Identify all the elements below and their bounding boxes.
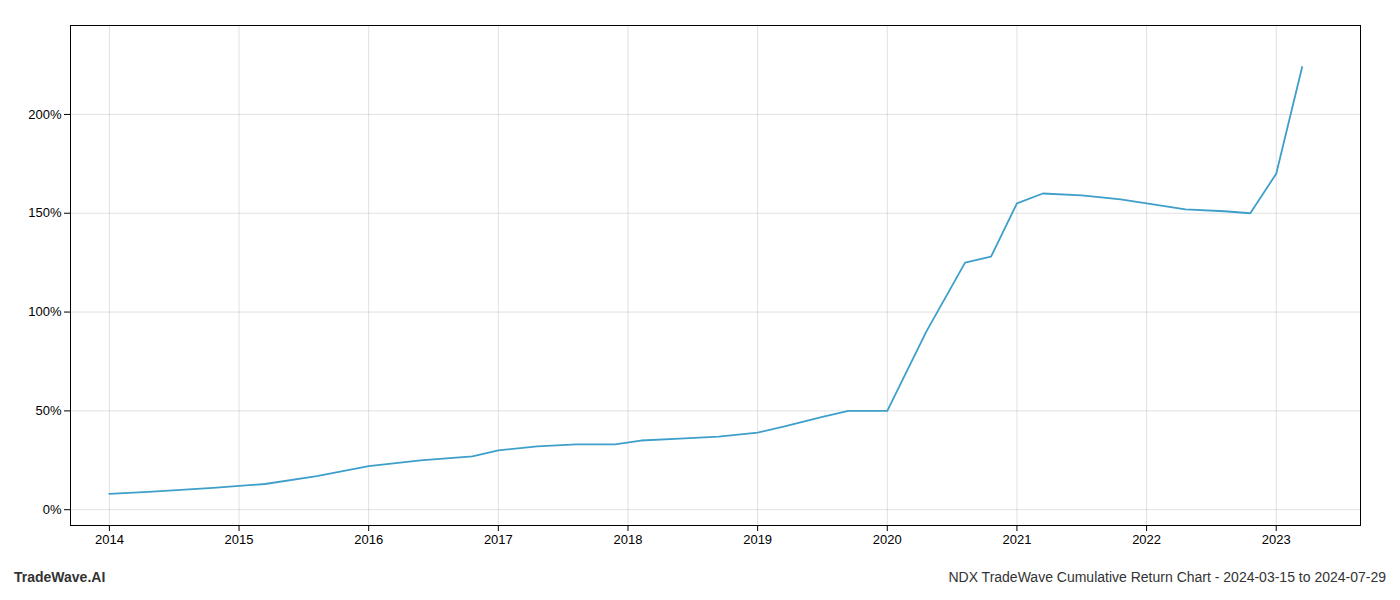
svg-text:2015: 2015 xyxy=(225,532,254,547)
svg-text:2020: 2020 xyxy=(873,532,902,547)
svg-text:2022: 2022 xyxy=(1132,532,1161,547)
svg-text:2019: 2019 xyxy=(743,532,772,547)
svg-text:2017: 2017 xyxy=(484,532,513,547)
svg-text:150%: 150% xyxy=(28,205,62,220)
svg-text:50%: 50% xyxy=(35,403,61,418)
svg-text:0%: 0% xyxy=(43,502,62,517)
svg-text:2021: 2021 xyxy=(1002,532,1031,547)
svg-text:2018: 2018 xyxy=(614,532,643,547)
svg-text:2014: 2014 xyxy=(95,532,124,547)
svg-text:2023: 2023 xyxy=(1262,532,1291,547)
svg-text:100%: 100% xyxy=(28,304,62,319)
html-text:NDX TradeWave Cumulative Retur: NDX TradeWave Cumulative Return Chart - … xyxy=(948,569,1386,585)
svg-text:200%: 200% xyxy=(28,107,62,122)
svg-text:2016: 2016 xyxy=(354,532,383,547)
html-text:TradeWave.AI: TradeWave.AI xyxy=(14,569,106,585)
